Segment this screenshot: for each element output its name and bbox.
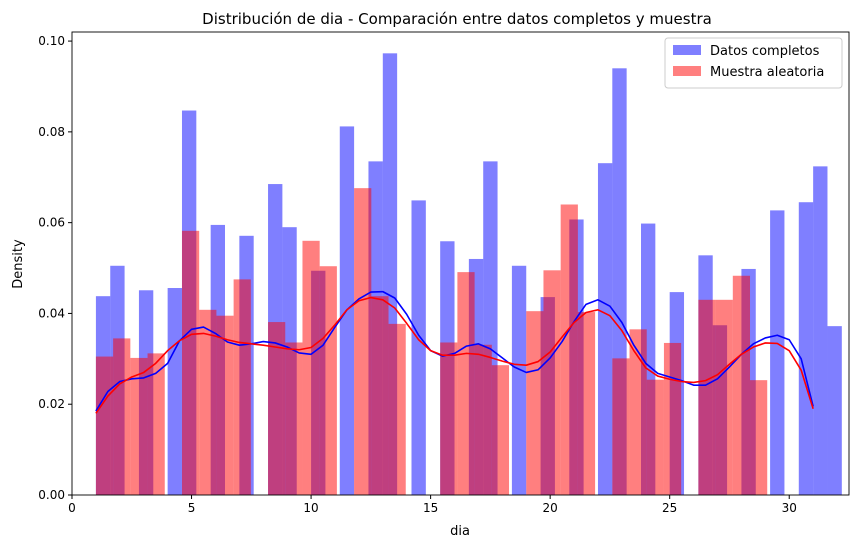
bar-datos-completos-29 [813,166,828,495]
legend-box [664,37,843,89]
bar-muestra-aleatoria-18 [491,365,510,495]
y-axis: 0.00 0.02 0.04 0.06 0.08 0.10 [38,34,72,502]
bar-muestra-aleatoria-7 [233,279,251,495]
bar-muestra-aleatoria-30 [750,380,768,495]
bar-muestra-aleatoria-27 [698,299,716,495]
kde-layer [95,290,814,414]
bar-muestra-aleatoria-14 [388,323,406,495]
bar-datos-completos-27 [770,210,785,495]
bar-muestra-aleatoria-21 [560,204,578,495]
bar-muestra-aleatoria-17 [474,344,492,495]
bar-datos-completos-13 [411,200,426,495]
x-tick-label: 20 [543,501,558,515]
plot-frame [71,31,850,496]
x-axis-label: dia [450,524,470,539]
bar-muestra-aleatoria-6 [216,315,234,495]
bar-muestra-aleatoria-4 [181,230,200,495]
x-tick-label: 30 [782,501,797,515]
bar-muestra-aleatoria-29 [732,275,751,495]
bar-datos-completos-20 [597,163,613,495]
bar-muestra-aleatoria-26 [663,342,682,495]
legend-swatch-datos-completos [673,45,701,55]
bar-muestra-aleatoria-11 [319,266,337,495]
bar-muestra-aleatoria-9 [285,342,303,495]
legend-label-muestra-aleatoria: Muestra aleatoria [710,65,824,80]
bar-muestra-aleatoria-24 [629,329,647,495]
y-tick-label: 0.08 [38,125,65,139]
bar-datos-completos-17 [511,265,527,495]
x-tick-label: 0 [68,501,76,515]
bar-muestra-aleatoria-16 [457,272,475,495]
bar-muestra-aleatoria-0 [95,356,114,495]
bars-layer [95,53,842,495]
x-tick-label: 15 [423,501,438,515]
bar-muestra-aleatoria-20 [543,270,561,495]
bar-muestra-aleatoria-8 [268,322,286,495]
legend-swatch-muestra-aleatoria [673,66,701,76]
y-axis-label: Density [11,239,26,289]
legend-label-datos-completos: Datos completos [710,44,820,59]
x-axis: 0 5 10 15 20 25 30 [68,495,797,515]
bar-datos-completos-28 [798,202,814,495]
kde-line-muestra-aleatoria [95,296,814,414]
y-tick-label: 0.00 [38,488,65,502]
bar-muestra-aleatoria-2 [130,357,148,495]
bar-muestra-aleatoria-15 [440,342,458,495]
bar-muestra-aleatoria-12 [354,188,372,495]
bar-muestra-aleatoria-22 [577,312,596,495]
kde-line-datos-completos [95,290,814,412]
bar-muestra-aleatoria-3 [147,353,165,495]
x-tick-label: 10 [303,501,318,515]
y-tick-label: 0.04 [38,306,65,320]
bar-muestra-aleatoria-19 [526,311,544,495]
chart-title: Distribución de dia - Comparación entre … [202,10,712,28]
x-tick-label: 5 [188,501,196,515]
bar-datos-completos-3 [167,288,182,495]
x-tick-label: 25 [662,501,677,515]
bar-datos-completos-30 [827,326,842,495]
bar-muestra-aleatoria-5 [199,309,217,495]
legend: Datos completos Muestra aleatoria [664,37,843,89]
bar-muestra-aleatoria-25 [646,379,664,495]
bar-muestra-aleatoria-23 [612,358,630,495]
bar-muestra-aleatoria-1 [113,338,131,495]
y-tick-label: 0.10 [38,34,65,48]
y-tick-label: 0.02 [38,397,65,411]
bar-muestra-aleatoria-28 [715,299,733,495]
bar-muestra-aleatoria-10 [302,240,320,495]
y-tick-label: 0.06 [38,216,65,230]
bar-muestra-aleatoria-13 [371,296,389,495]
